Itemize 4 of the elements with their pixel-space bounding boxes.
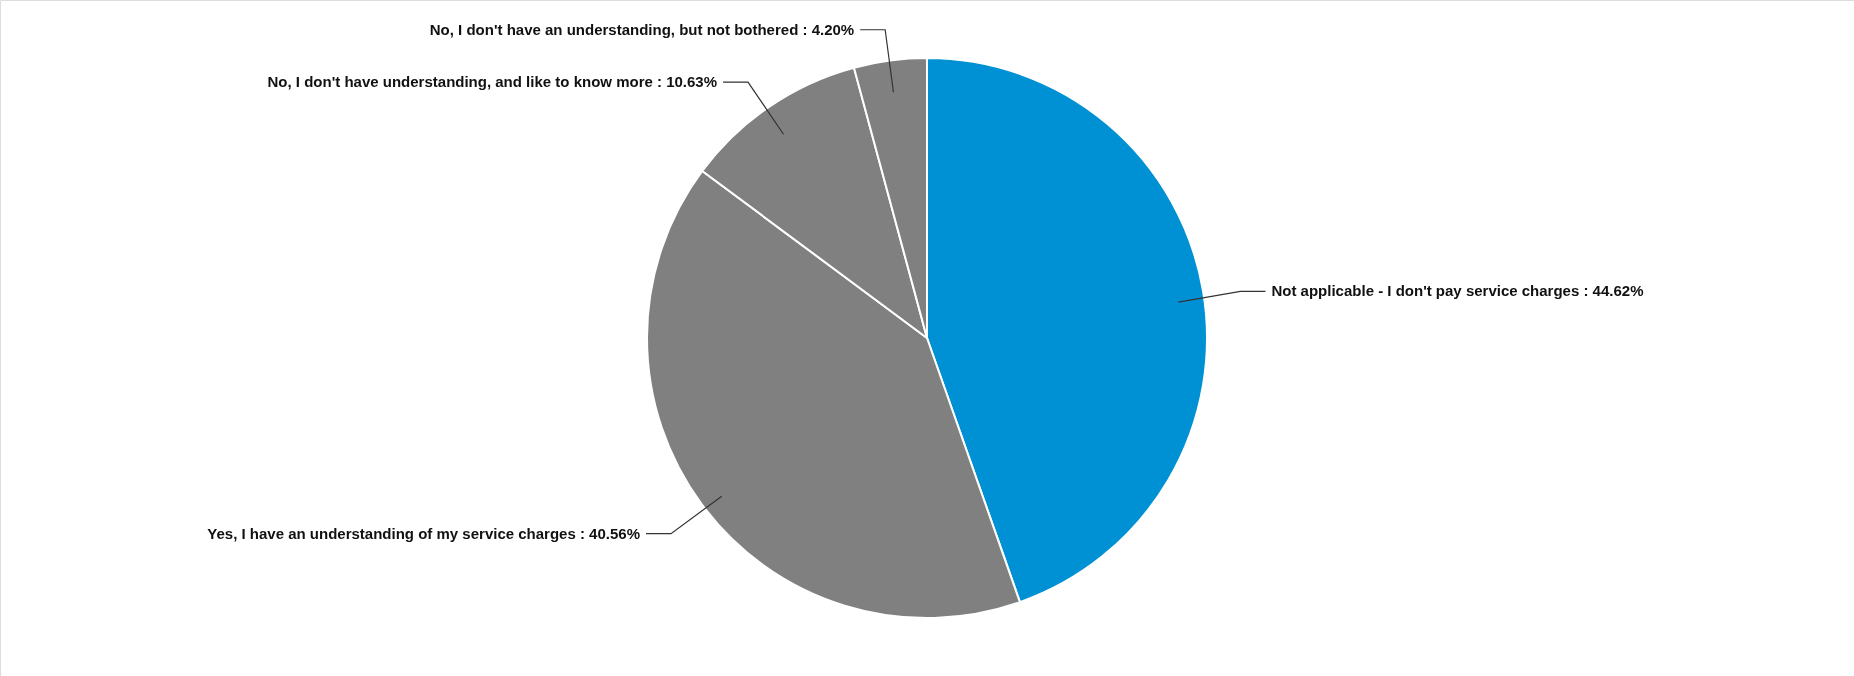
slice-label: Yes, I have an understanding of my service charges : 40.56% (207, 524, 640, 542)
slice-label: Not applicable - I don't pay service charges : 44.62% (1271, 282, 1644, 300)
slice-label: No, I don't have understanding, and like to know more : 10.63% (267, 73, 718, 91)
slice-label: No, I don't have an understanding, but not bothered : 4.20% (429, 20, 855, 38)
